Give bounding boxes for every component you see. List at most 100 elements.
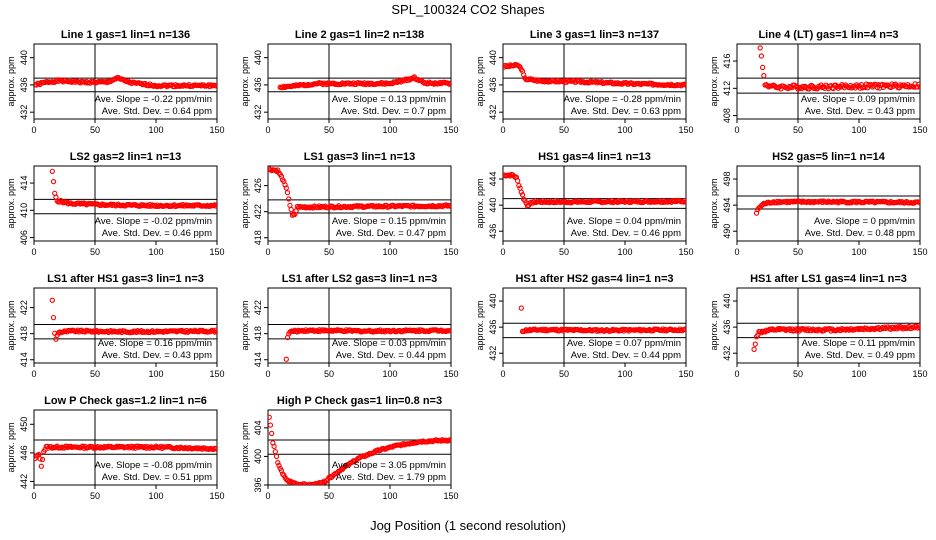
data-point [683, 82, 686, 88]
x-tick-label: 100 [617, 369, 632, 379]
data-point [521, 72, 527, 78]
data-point [447, 81, 451, 87]
y-tick-label: 442 [19, 474, 29, 489]
y-tick-label: 446 [19, 445, 29, 460]
slope-annotation: Ave. Slope = 0.13 ppm/min [332, 94, 446, 105]
panel-5: LS2 gas=2 lin=1 n=13 0 50 100 150 406 410 414ap… [6, 151, 225, 257]
panel-title: HS1 after HS2 gas=4 lin=1 n=3 [515, 273, 673, 285]
y-tick-label: 436 [488, 77, 498, 92]
slope-annotation: Ave. Slope = 0.09 ppm/min [801, 94, 915, 105]
slope-annotation: Ave. Slope = 0.07 ppm/min [567, 338, 681, 349]
data-point [268, 422, 274, 428]
slope-annotation: Ave. Slope = 0.03 ppm/min [332, 338, 446, 349]
data-point [214, 445, 217, 451]
std-dev-annotation: Ave. Std. Dev. = 0.46 ppm [102, 228, 212, 239]
data-point [874, 85, 880, 91]
data-point [514, 178, 521, 184]
y-tick-label: 406 [19, 230, 29, 245]
panel-title: Low P Check gas=1.2 lin=1 n=6 [44, 395, 207, 407]
std-dev-annotation: Ave. Std. Dev. = 0.51 ppm [102, 472, 212, 483]
data-point [279, 471, 286, 477]
data-point [518, 189, 524, 195]
data-point [916, 81, 920, 87]
panel-4: Line 4 (LT) gas=1 lin=4 n=3 0 50 100 150 408 4… [709, 29, 928, 135]
x-tick-label: 0 [265, 247, 270, 257]
panel-title: Line 4 (LT) gas=1 lin=4 n=3 [758, 29, 898, 41]
panel-title: HS1 after LS1 gas=4 lin=1 n=3 [750, 273, 907, 285]
data-point [761, 72, 767, 79]
data-point [50, 178, 57, 185]
x-tick-label: 150 [443, 369, 458, 379]
data-point [448, 203, 451, 210]
y-tick-label: 440 [253, 50, 263, 65]
panel-6: LS1 gas=3 lin=1 n=13 0 50 100 150 418 422 426ap… [240, 151, 459, 257]
x-tick-label: 150 [209, 247, 224, 257]
std-dev-annotation: Ave. Std. Dev. = 0.43 ppm [102, 350, 212, 361]
panel-title: Line 3 gas=1 lin=3 n=137 [530, 29, 659, 41]
std-dev-annotation: Ave. Std. Dev. = 0.63 ppm [571, 106, 681, 117]
data-point [914, 84, 920, 90]
data-point [213, 327, 217, 333]
y-tick-label: 422 [253, 300, 263, 315]
x-tick-label: 150 [678, 125, 693, 135]
data-point [516, 63, 522, 69]
y-axis-label: approx. ppm [475, 178, 485, 228]
x-tick-label: 100 [382, 125, 397, 135]
data-point [752, 341, 758, 347]
panel-10: LS1 after LS2 gas=3 lin=1 n=3 0 50 100 150 41… [240, 273, 459, 379]
data-point [214, 329, 217, 335]
std-dev-annotation: Ave. Std. Dev. = 0.64 ppm [102, 106, 212, 117]
x-tick-label: 100 [148, 491, 163, 501]
data-series [49, 297, 217, 342]
data-point [683, 199, 686, 205]
x-tick-label: 150 [209, 125, 224, 135]
data-point [448, 80, 451, 86]
data-point [37, 456, 43, 462]
y-axis-label: approx. ppm [6, 422, 16, 472]
data-point [873, 81, 879, 88]
data-point [518, 305, 524, 311]
y-tick-label: 432 [19, 105, 29, 120]
y-tick-label: 400 [253, 449, 263, 464]
x-tick-label: 50 [793, 369, 803, 379]
data-point [49, 168, 55, 174]
x-tick-label: 0 [265, 491, 270, 501]
data-point [286, 196, 292, 202]
data-point [283, 185, 289, 191]
plot-frame [267, 287, 452, 364]
plot-frame [502, 43, 687, 120]
x-tick-label: 50 [559, 369, 569, 379]
x-tick-label: 100 [851, 247, 866, 257]
plot-frame [502, 165, 687, 242]
data-point [213, 203, 217, 209]
panel-1: Line 1 gas=1 lin=1 n=136 0 50 100 150 432 436 4… [6, 29, 225, 135]
plot-frame [33, 43, 218, 120]
data-point [269, 430, 275, 437]
data-point [758, 53, 765, 59]
data-point [448, 437, 451, 443]
data-point [305, 482, 311, 485]
y-tick-label: 418 [253, 326, 263, 341]
data-point [214, 83, 217, 89]
panel-title: Line 1 gas=1 lin=1 n=136 [61, 29, 190, 41]
y-axis-label: approx. ppm [6, 178, 16, 228]
data-point [272, 167, 278, 173]
data-series [283, 327, 451, 362]
slope-annotation: Ave. Slope = 0.15 ppm/min [332, 216, 446, 227]
y-tick-label: 426 [253, 178, 263, 193]
x-tick-label: 0 [734, 125, 739, 135]
x-tick-label: 100 [382, 369, 397, 379]
panel-13: Low P Check gas=1.2 lin=1 n=6 0 50 100 150 44… [6, 395, 225, 501]
data-point [343, 463, 349, 469]
x-tick-label: 100 [148, 125, 163, 135]
data-series [503, 61, 686, 89]
data-series [518, 305, 686, 335]
panel-14: High P Check gas=1 lin=0.8 n=3 0 50 100 150 3… [240, 395, 459, 501]
y-tick-label: 432 [488, 346, 498, 361]
x-tick-label: 50 [793, 125, 803, 135]
x-tick-label: 150 [443, 491, 458, 501]
std-dev-annotation: Ave. Std. Dev. = 0.44 ppm [571, 350, 681, 361]
y-axis-label: approx. ppm [709, 178, 719, 228]
y-tick-label: 436 [19, 77, 29, 92]
